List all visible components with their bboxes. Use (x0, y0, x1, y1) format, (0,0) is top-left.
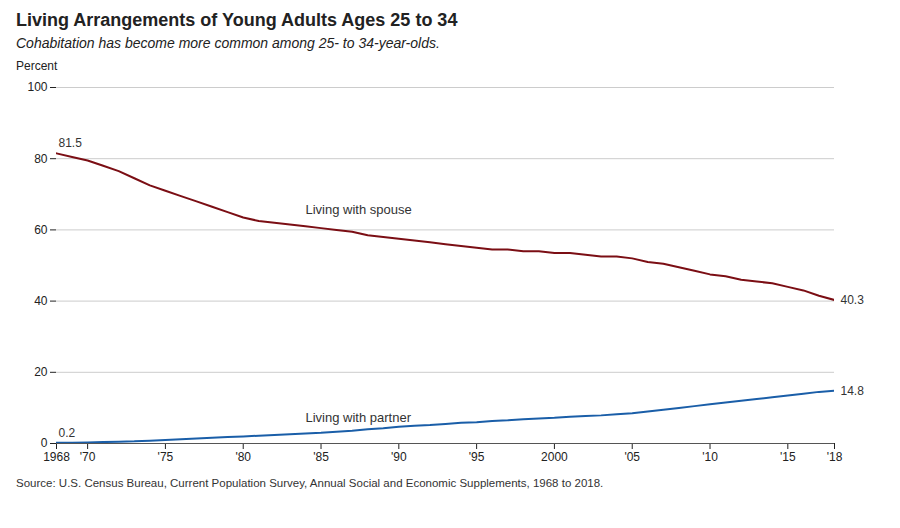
svg-text:'18: '18 (827, 450, 843, 464)
svg-text:14.8: 14.8 (841, 384, 865, 398)
html-text:Source: U.S. Census Bureau, Cu: Source: U.S. Census Bureau, Current Popu… (16, 477, 604, 489)
svg-text:'70: '70 (80, 450, 96, 464)
html-text:Percent: Percent (16, 59, 58, 73)
svg-text:100: 100 (27, 80, 47, 94)
svg-text:2000: 2000 (541, 450, 568, 464)
svg-text:1968: 1968 (43, 450, 70, 464)
svg-text:'05: '05 (624, 450, 640, 464)
svg-text:'90: '90 (391, 450, 407, 464)
html-text:Living Arrangements of Young A: Living Arrangements of Young Adults Ages… (16, 10, 458, 30)
svg-text:'80: '80 (235, 450, 251, 464)
svg-text:80: 80 (34, 152, 48, 166)
svg-text:0: 0 (41, 436, 48, 450)
svg-text:'85: '85 (313, 450, 329, 464)
svg-text:0.2: 0.2 (59, 426, 76, 440)
svg-text:'10: '10 (702, 450, 718, 464)
svg-text:40: 40 (34, 294, 48, 308)
svg-text:81.5: 81.5 (59, 136, 83, 150)
svg-text:Living with spouse: Living with spouse (305, 202, 411, 217)
svg-text:Living with partner: Living with partner (305, 410, 411, 425)
svg-text:40.3: 40.3 (841, 293, 865, 307)
svg-text:'95: '95 (469, 450, 485, 464)
html-text:Cohabitation has become more c: Cohabitation has become more common amon… (16, 35, 440, 51)
svg-text:'75: '75 (158, 450, 174, 464)
svg-text:'15: '15 (780, 450, 796, 464)
svg-text:60: 60 (34, 223, 48, 237)
svg-text:20: 20 (34, 365, 48, 379)
